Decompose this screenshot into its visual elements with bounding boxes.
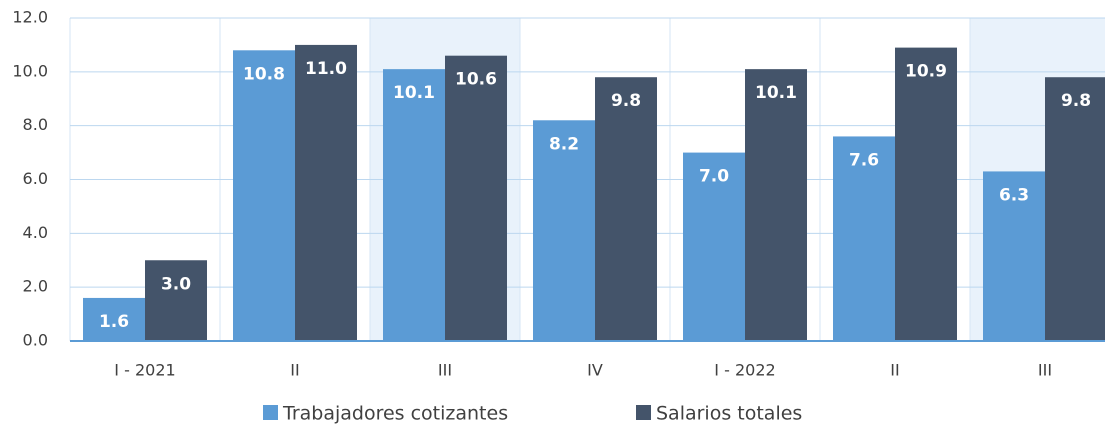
x-tick-label: III bbox=[1038, 361, 1052, 380]
y-tick-label: 0.0 bbox=[23, 331, 48, 350]
bar bbox=[745, 69, 807, 342]
y-tick-label: 4.0 bbox=[23, 223, 48, 242]
value-label: 10.8 bbox=[243, 64, 285, 84]
y-tick-label: 10.0 bbox=[12, 61, 48, 80]
y-tick-label: 12.0 bbox=[12, 8, 48, 27]
bar bbox=[533, 120, 595, 342]
bar bbox=[233, 50, 295, 342]
value-label: 9.8 bbox=[611, 91, 641, 111]
x-tick-label: IV bbox=[587, 361, 603, 380]
legend-swatch bbox=[263, 405, 278, 420]
bar bbox=[295, 44, 357, 342]
x-tick-label: II bbox=[290, 361, 299, 380]
bar bbox=[445, 55, 507, 341]
value-label: 10.1 bbox=[755, 83, 797, 103]
legend-label: Trabajadores cotizantes bbox=[282, 403, 508, 425]
bar bbox=[383, 69, 445, 342]
bar bbox=[145, 260, 207, 341]
bar bbox=[683, 152, 745, 341]
value-label: 10.6 bbox=[455, 70, 497, 90]
legend-label: Salarios totales bbox=[656, 403, 802, 425]
bar bbox=[1045, 77, 1105, 341]
bar bbox=[595, 77, 657, 341]
value-label: 1.6 bbox=[99, 312, 129, 332]
x-tick-label: II bbox=[890, 361, 899, 380]
value-label: 11.0 bbox=[305, 59, 347, 79]
value-label: 6.3 bbox=[999, 185, 1029, 205]
bar bbox=[83, 297, 145, 341]
value-label: 7.0 bbox=[699, 167, 729, 187]
bar bbox=[833, 136, 895, 341]
value-label: 10.9 bbox=[905, 62, 947, 82]
y-tick-label: 8.0 bbox=[23, 115, 48, 134]
y-tick-label: 2.0 bbox=[23, 277, 48, 296]
x-tick-label: III bbox=[438, 361, 452, 380]
y-tick-label: 6.0 bbox=[23, 169, 48, 188]
value-label: 7.6 bbox=[849, 150, 879, 170]
bar bbox=[895, 47, 957, 341]
value-label: 9.8 bbox=[1061, 91, 1091, 111]
value-label: 8.2 bbox=[549, 134, 579, 154]
legend-swatch bbox=[636, 405, 651, 420]
value-label: 10.1 bbox=[393, 83, 435, 103]
value-label: 3.0 bbox=[161, 274, 191, 294]
x-tick-label: I - 2021 bbox=[114, 361, 175, 380]
x-tick-label: I - 2022 bbox=[714, 361, 775, 380]
bar bbox=[983, 171, 1045, 341]
